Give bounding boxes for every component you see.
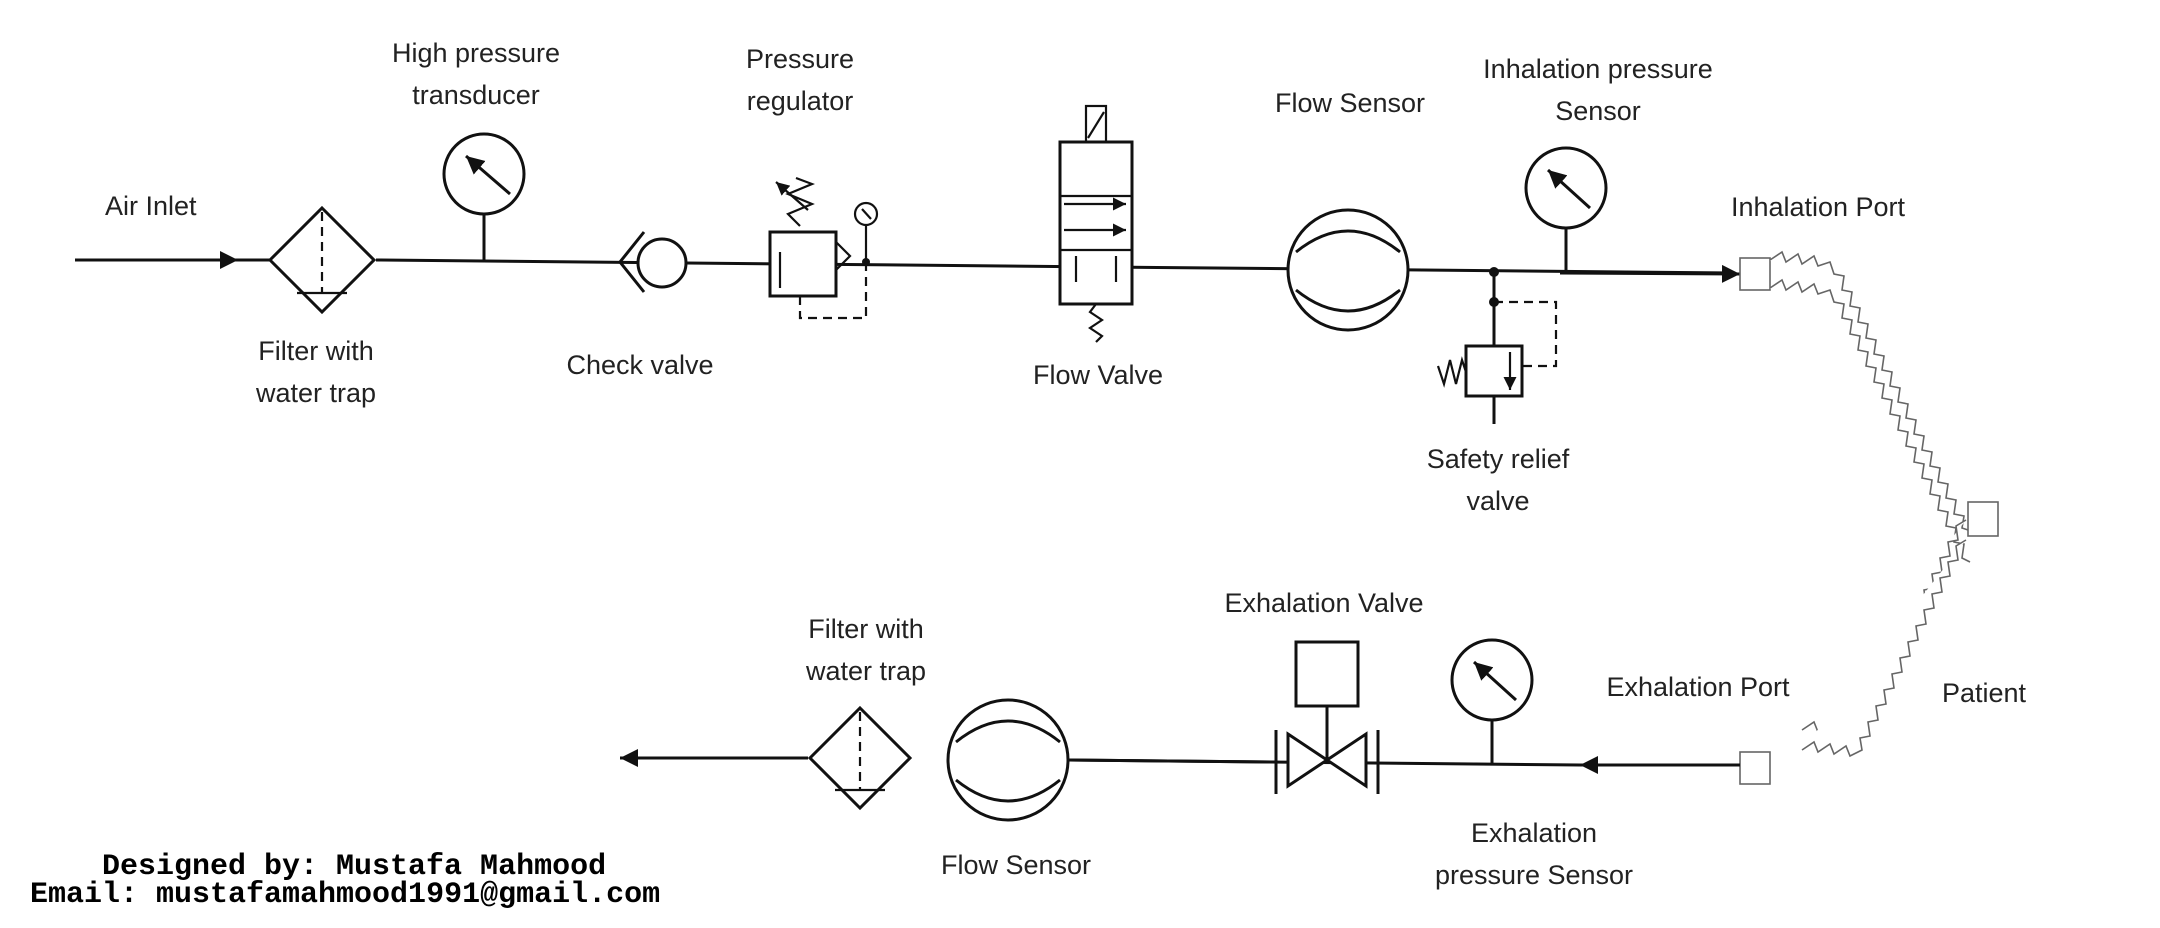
label-inhalation-sensor-1: Inhalation pressure [1483, 54, 1713, 84]
credit-email: Email: mustafamahmood1991@gmail.com [30, 878, 660, 912]
exhalation-pressure-sensor-gauge [1450, 638, 1534, 763]
inhalation-port-arrow [1559, 264, 1741, 283]
label-filter-top-2: water trap [255, 378, 376, 408]
label-exhalation-sensor-2: pressure Sensor [1435, 860, 1633, 890]
label-exhalation-valve: Exhalation Valve [1224, 588, 1423, 618]
filter-with-water-trap-top [238, 205, 377, 315]
patient-circuit-hoses [1739, 250, 1999, 785]
flow-sensor-top [1286, 208, 1410, 332]
flow-valve [1058, 104, 1134, 343]
check-valve [618, 231, 688, 293]
label-pressure-regulator-1: Pressure [746, 44, 854, 74]
credit-designer: Designed by: Mustafa Mahmood [102, 850, 606, 884]
label-filter-bottom-1: Filter with [808, 614, 924, 644]
label-pressure-regulator-2: regulator [747, 86, 854, 116]
exhalation-valve [1274, 640, 1380, 794]
label-flow-valve: Flow Valve [1033, 360, 1163, 390]
label-exhalation-port: Exhalation Port [1606, 672, 1790, 702]
label-check-valve: Check valve [566, 350, 713, 380]
label-air-inlet: Air Inlet [105, 191, 197, 221]
inhalation-pipe [375, 258, 1736, 275]
high-pressure-transducer-gauge [442, 132, 526, 260]
label-high-pressure-transducer-2: transducer [412, 80, 540, 110]
label-filter-top-1: Filter with [258, 336, 374, 366]
inhalation-pressure-sensor-gauge [1524, 146, 1608, 273]
filter-with-water-trap-bottom [807, 705, 913, 811]
safety-relief-valve [1436, 267, 1558, 424]
label-patient: Patient [1942, 678, 2027, 708]
label-filter-bottom-2: water trap [805, 656, 926, 686]
label-inhalation-sensor-2: Sensor [1555, 96, 1641, 126]
pressure-regulator [768, 176, 879, 320]
label-safety-relief-2: valve [1466, 486, 1529, 516]
flow-sensor-bottom [946, 698, 1277, 822]
label-exhalation-sensor-1: Exhalation [1471, 818, 1597, 848]
label-safety-relief-1: Safety relief [1427, 444, 1570, 474]
label-flow-sensor-top: Flow Sensor [1275, 88, 1425, 118]
label-high-pressure-transducer-1: High pressure [392, 38, 560, 68]
label-inhalation-port: Inhalation Port [1731, 192, 1906, 222]
label-flow-sensor-bottom: Flow Sensor [941, 850, 1091, 880]
